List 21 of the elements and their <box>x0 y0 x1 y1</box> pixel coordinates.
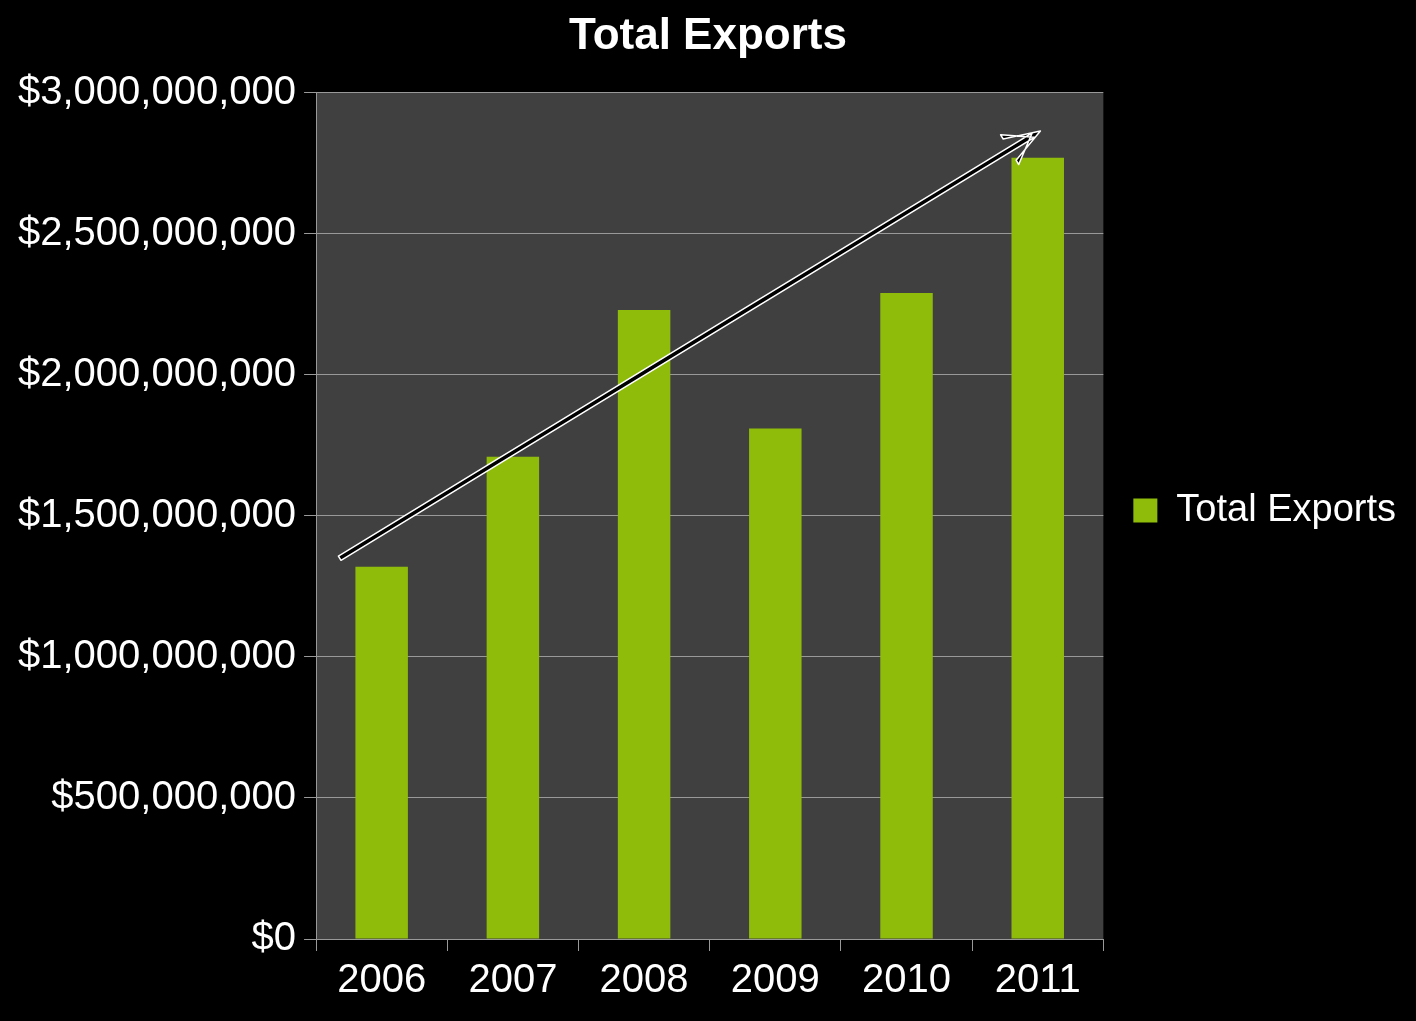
y-tick-label: $2,000,000,000 <box>18 349 297 394</box>
chart-title: Total Exports <box>569 8 847 58</box>
y-tick-label: $1,500,000,000 <box>18 490 297 535</box>
y-tick-label: $500,000,000 <box>51 773 297 817</box>
bar <box>880 293 933 939</box>
x-tick-label: 2007 <box>468 956 558 1001</box>
y-tick-label: $2,500,000,000 <box>18 208 297 253</box>
x-tick-label: 2010 <box>862 956 952 1001</box>
bar <box>355 566 408 939</box>
bar <box>1011 157 1064 939</box>
y-tick-label: $3,000,000,000 <box>18 67 297 112</box>
bar <box>749 428 802 939</box>
y-tick-label: $0 <box>251 914 297 959</box>
x-tick-label: 2009 <box>730 956 820 1001</box>
y-tick-label: $1,000,000,000 <box>18 631 297 676</box>
x-tick-label: 2011 <box>994 956 1081 1001</box>
legend-label: Total Exports <box>1176 486 1397 529</box>
bar <box>617 309 671 939</box>
x-tick-label: 2008 <box>599 956 689 1001</box>
bar <box>486 456 540 939</box>
x-tick-label: 2006 <box>337 956 427 1001</box>
